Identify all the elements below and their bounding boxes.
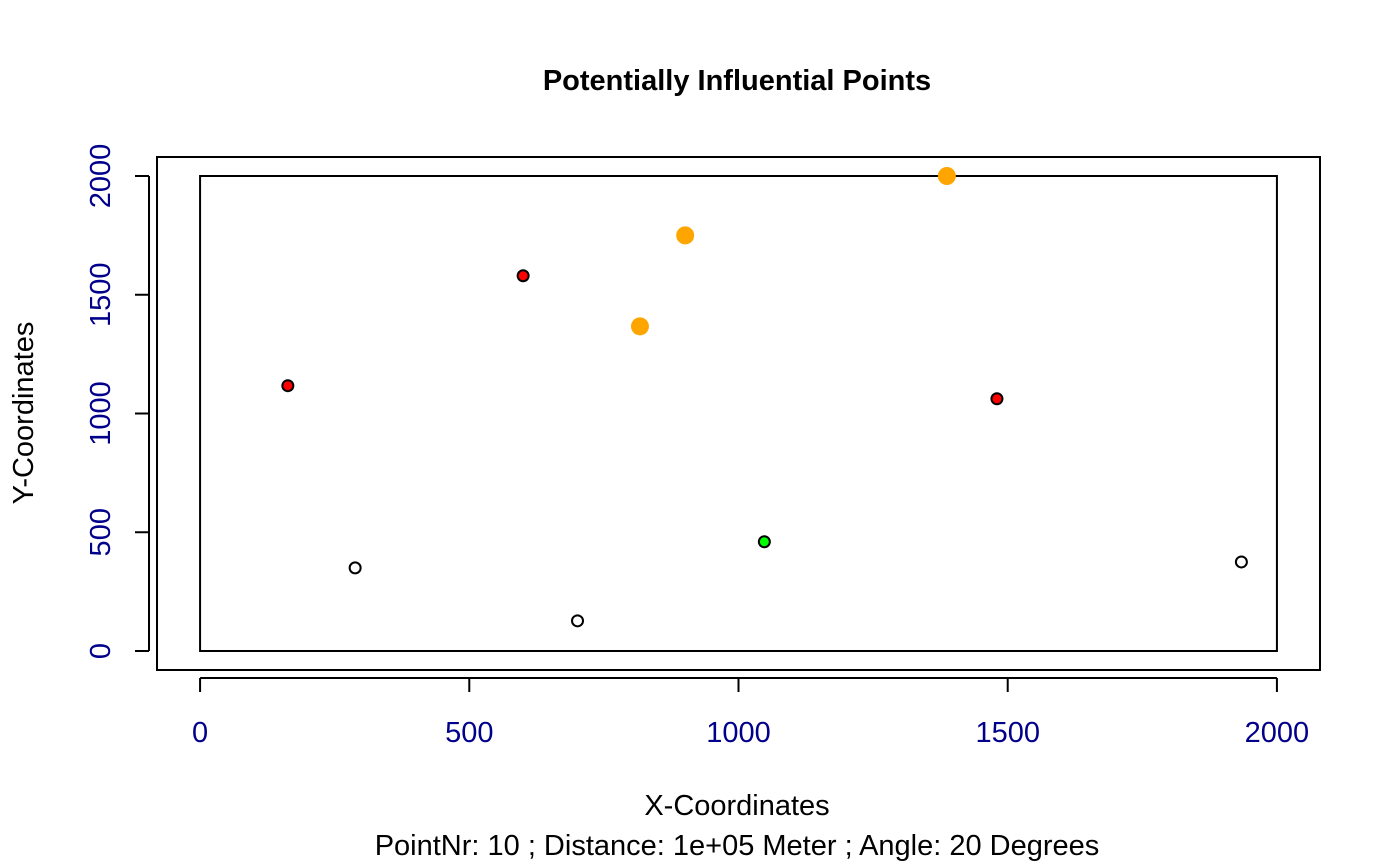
data-point (1234, 555, 1248, 569)
data-point (990, 392, 1004, 406)
data-points (281, 167, 1248, 628)
chart-title: Potentially Influential Points (543, 65, 931, 97)
y-tick-label: 1000 (85, 381, 117, 446)
x-tick-label: 2000 (1245, 717, 1310, 749)
x-tick-label: 1000 (706, 717, 771, 749)
data-point (516, 269, 530, 283)
chart-subtitle: PointNr: 10 ; Distance: 1e+05 Meter ; An… (375, 830, 1100, 862)
x-tick-label: 500 (445, 717, 493, 749)
y-axis-label: Y-Coordinates (8, 322, 40, 505)
x-axis-label: X-Coordinates (644, 790, 829, 822)
y-tick-label: 1500 (85, 262, 117, 327)
data-point (937, 167, 956, 185)
data-point (676, 226, 695, 245)
y-tick-label: 500 (85, 508, 117, 556)
data-point (757, 535, 771, 549)
data-point (571, 614, 585, 628)
data-point (281, 379, 295, 393)
x-tick-label: 1500 (975, 717, 1040, 749)
x-axis: 0 500 1000 1500 2000 (192, 677, 1310, 749)
region-rectangle (199, 175, 1278, 652)
data-point (348, 561, 362, 575)
x-tick-label: 0 (192, 717, 208, 749)
y-tick-label: 2000 (85, 144, 117, 209)
plot-frame (156, 156, 1321, 671)
y-axis: 0 500 1000 1500 2000 (85, 144, 150, 659)
data-point (630, 317, 649, 336)
y-tick-label: 0 (85, 643, 117, 659)
